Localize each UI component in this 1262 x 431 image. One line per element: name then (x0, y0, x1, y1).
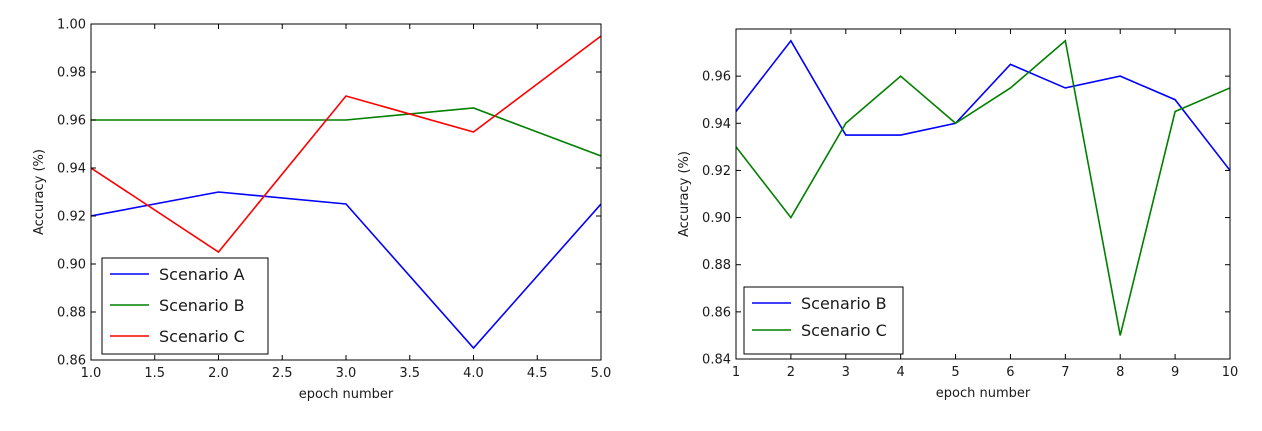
x-tick-label: 9 (1171, 365, 1179, 380)
legend-box (743, 286, 904, 355)
x-tick-label: 6 (1006, 365, 1014, 380)
x-tick-label: 3 (842, 365, 850, 380)
y-tick-label: 0.88 (57, 306, 86, 321)
x-tick-label: 8 (1116, 365, 1124, 380)
y-tick-label: 0.84 (702, 353, 731, 368)
x-tick-label: 10 (1222, 365, 1239, 380)
x-tick-label: 5.0 (591, 366, 612, 381)
x-tick-label: 1.0 (81, 366, 102, 381)
x-tick-label: 7 (1061, 365, 1069, 380)
x-tick-label: 2 (787, 365, 795, 380)
y-tick-label: 0.92 (702, 164, 731, 179)
y-tick-label: 0.90 (57, 258, 86, 273)
x-axis-label: epoch number (299, 387, 394, 402)
legend-label: Scenario B (801, 294, 887, 313)
plot-frame (735, 28, 1231, 360)
y-axis-label: Accuracy (%) (677, 151, 692, 237)
plot-area (736, 39, 1230, 336)
y-tick-label: 0.96 (57, 114, 86, 129)
x-tick-label: 3.5 (399, 366, 420, 381)
chart-right: 1 2 3 4 5 6 7 8 9 10 0.84 0.86 0.88 0.90 0.92 0.94 0.96 e… (677, 28, 1239, 401)
y-tick-label: 0.90 (702, 211, 731, 226)
x-axis-label: epoch number (936, 386, 1031, 401)
x-tick-label: 2.5 (272, 366, 293, 381)
legend-label: Scenario C (801, 321, 887, 340)
y-tick-label: 1.00 (57, 18, 86, 33)
series-line-scenario-b (736, 39, 1230, 171)
x-tick-label: 3.0 (336, 366, 357, 381)
x-tick-label: 4 (897, 365, 905, 380)
y-tick-label: 0.88 (702, 258, 731, 273)
x-tick-label: 1.5 (144, 366, 165, 381)
x-tick-label: 5 (951, 365, 959, 380)
x-tick-label: 1 (732, 365, 740, 380)
series-line-scenario-c (736, 39, 1230, 336)
series-line-scenario-b (91, 107, 601, 157)
plot-area (91, 35, 601, 350)
x-tick-label: 4.5 (527, 366, 548, 381)
y-tick-label: 0.98 (57, 66, 86, 81)
y-tick-label: 0.86 (57, 354, 86, 369)
y-tick-label: 0.92 (57, 210, 86, 225)
series-line-scenario-c (91, 35, 601, 254)
y-tick-label: 0.94 (57, 162, 86, 177)
x-tick-label: 2.0 (208, 366, 229, 381)
y-tick-label: 0.94 (702, 117, 731, 132)
series-line-scenario-a (91, 191, 601, 350)
legend: Scenario A Scenario B Scenario C (101, 257, 269, 355)
x-tick-label: 4.0 (463, 366, 484, 381)
legend: Scenario B Scenario C (743, 286, 904, 355)
chart-left: 1.0 1.5 2.0 2.5 3.0 3.5 4.0 4.5 5.0 0.86 0.88 0.90 0… (32, 18, 611, 403)
y-tick-label: 0.96 (702, 70, 731, 85)
y-tick-label: 0.86 (702, 305, 731, 320)
legend-label: Scenario B (159, 296, 245, 315)
legend-label: Scenario C (159, 327, 245, 346)
legend-label: Scenario A (159, 265, 245, 284)
y-axis-label: Accuracy (%) (32, 149, 47, 235)
